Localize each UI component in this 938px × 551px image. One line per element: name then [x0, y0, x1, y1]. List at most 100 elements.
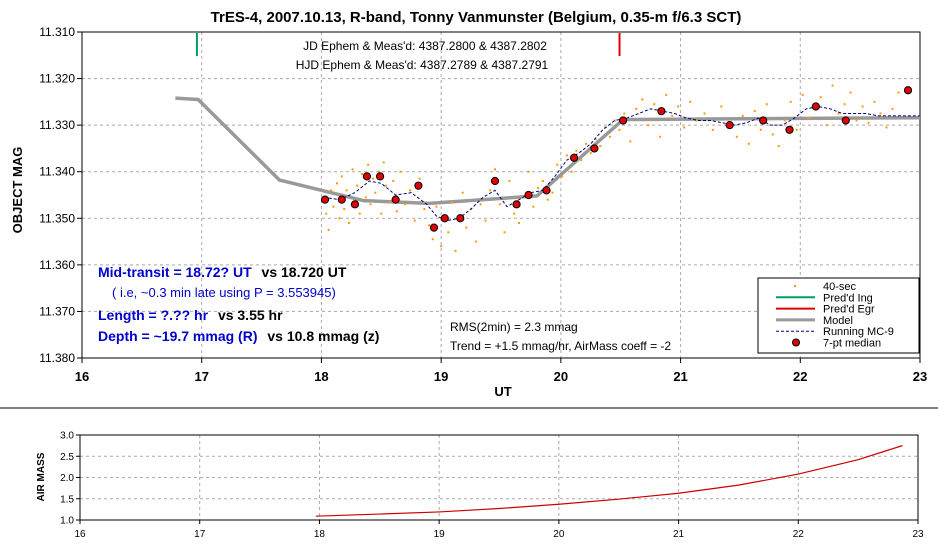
point-40sec: [843, 103, 846, 106]
point-40sec: [340, 175, 343, 178]
legend-label: Pred'd Egr: [823, 304, 875, 316]
y-tick-label: 11.360: [39, 258, 75, 272]
x-axis-label: UT: [494, 384, 511, 399]
point-40sec: [855, 119, 858, 122]
median-marker: [429, 223, 439, 232]
x-tick-label: 17: [194, 369, 208, 384]
depth-measured: Depth = ~19.7 mmag (R): [98, 328, 258, 344]
main-plot-series: [175, 33, 921, 252]
median-marker: [375, 172, 385, 181]
length-predicted: vs 3.55 hr: [218, 307, 283, 323]
air-x-tick-label: 22: [793, 529, 805, 540]
point-40sec: [347, 221, 350, 224]
legend-label: Pred'd Ing: [823, 292, 873, 304]
annotation-ephem-hjd: HJD Ephem & Meas'd: 4387.2789 & 4387.279…: [296, 58, 549, 72]
point-40sec: [608, 135, 611, 138]
point-40sec: [867, 121, 870, 124]
point-40sec: [332, 205, 335, 208]
point-40sec: [641, 98, 644, 101]
point-40sec: [356, 184, 359, 187]
point-40sec: [508, 180, 511, 183]
point-40sec: [461, 191, 464, 194]
point-40sec: [879, 112, 882, 115]
point-40sec: [759, 128, 762, 131]
point-40sec: [589, 152, 592, 155]
annotation-late-note: ( i.e, ~0.3 min late using P = 3.553945): [112, 285, 336, 300]
legend-box: [757, 277, 920, 354]
point-40sec: [367, 163, 370, 166]
annotation-mid-transit: Mid-transit = 18.72? UT vs 18.720 UT: [98, 264, 347, 280]
point-40sec: [423, 207, 426, 210]
point-40sec: [837, 112, 840, 115]
point-40sec: [783, 119, 786, 122]
point-40sec: [551, 191, 554, 194]
x-tick-label: 18: [314, 369, 328, 384]
airmass-y-axis-label: AIR MASS: [36, 452, 47, 501]
point-40sec: [735, 135, 738, 138]
point-40sec: [327, 228, 330, 231]
point-40sec: [385, 184, 388, 187]
airmass-series: [315, 445, 903, 517]
point-40sec: [503, 231, 506, 234]
x-tick-label: 22: [793, 369, 807, 384]
point-40sec: [771, 133, 774, 136]
point-40sec: [450, 200, 453, 203]
median-marker: [657, 107, 666, 116]
point-40sec: [561, 175, 564, 178]
point-40sec: [629, 140, 632, 143]
annotation-trend: Trend = +1.5 mmag/hr, AirMass coeff = -2: [450, 339, 671, 353]
x-tick-label: 20: [554, 369, 568, 384]
point-40sec: [404, 203, 407, 206]
point-40sec: [873, 100, 876, 103]
air-x-tick-label: 19: [434, 529, 446, 540]
air-plot-frame: [79, 434, 919, 521]
point-40sec: [532, 205, 535, 208]
point-40sec: [789, 100, 792, 103]
x-tick-label: 23: [913, 369, 927, 384]
point-40sec: [575, 149, 578, 152]
point-40sec: [659, 135, 662, 138]
point-40sec: [377, 170, 380, 173]
point-40sec: [364, 196, 367, 199]
air-x-tick-label: 16: [74, 529, 86, 540]
point-40sec: [703, 112, 706, 115]
point-40sec: [361, 173, 364, 176]
air-x-tick-label: 21: [673, 529, 685, 540]
median-marker: [337, 195, 346, 204]
point-40sec: [635, 107, 638, 110]
x-tick-label: 21: [673, 369, 687, 384]
point-40sec: [765, 103, 768, 106]
point-40sec: [474, 240, 477, 243]
point-40sec: [418, 177, 421, 180]
point-40sec: [351, 168, 354, 171]
point-40sec: [807, 117, 810, 120]
point-40sec: [369, 203, 372, 206]
y-tick-label: 11.380: [39, 351, 75, 365]
point-40sec: [335, 182, 338, 185]
point-40sec: [431, 238, 434, 241]
point-40sec: [435, 205, 438, 208]
y-axis-label: OBJECT MAG: [10, 147, 25, 234]
point-40sec: [720, 105, 723, 108]
point-40sec: [330, 189, 333, 192]
point-40sec: [380, 212, 383, 215]
air-x-tick-label: 18: [314, 529, 326, 540]
point-40sec: [517, 221, 520, 224]
median-marker: [456, 214, 465, 223]
annotation-length: Length = ?.?? hr vs 3.55 hr: [98, 307, 283, 323]
point-40sec: [819, 96, 822, 99]
legend-swatch-median: [792, 338, 800, 347]
annotation-depth: Depth = ~19.7 mmag (R) vs 10.8 mmag (z): [98, 328, 379, 344]
median-marker: [569, 153, 579, 162]
median-marker: [350, 200, 360, 209]
median-marker: [524, 190, 533, 200]
point-40sec: [382, 161, 385, 164]
air-x-tick-label: 23: [912, 529, 924, 540]
legend-label: Model: [823, 315, 853, 327]
point-40sec: [513, 212, 516, 215]
median-marker: [841, 116, 850, 125]
point-40sec: [825, 124, 828, 127]
point-40sec: [891, 107, 894, 110]
length-measured: Length = ?.?? hr: [98, 307, 209, 323]
